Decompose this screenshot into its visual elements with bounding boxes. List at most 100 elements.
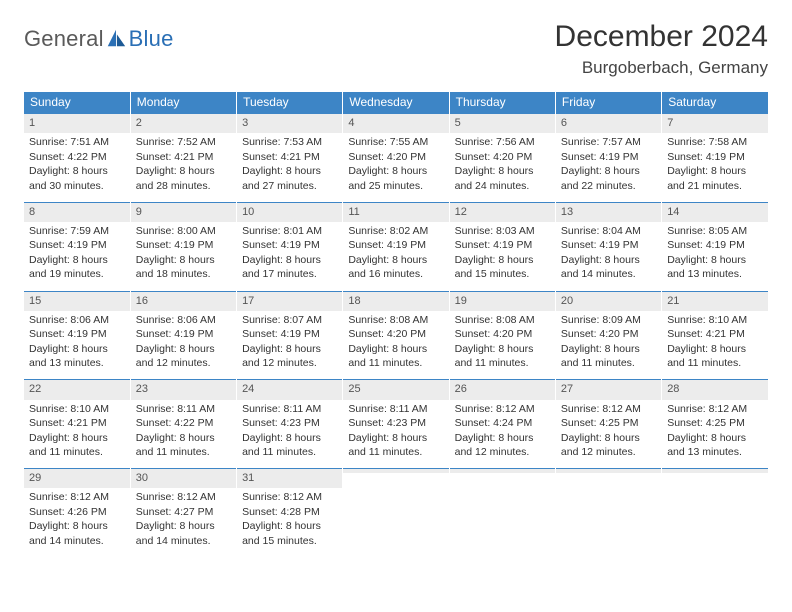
day-cell: 29Sunrise: 8:12 AMSunset: 4:26 PMDayligh…: [24, 468, 130, 557]
day-body: Sunrise: 7:58 AMSunset: 4:19 PMDaylight:…: [662, 133, 768, 201]
day1-text: Daylight: 8 hours: [348, 164, 443, 178]
day-body: Sunrise: 8:05 AMSunset: 4:19 PMDaylight:…: [662, 222, 768, 290]
sunrise-text: Sunrise: 8:09 AM: [561, 313, 656, 327]
day-cell: 18Sunrise: 8:08 AMSunset: 4:20 PMDayligh…: [343, 291, 449, 380]
day-cell: 27Sunrise: 8:12 AMSunset: 4:25 PMDayligh…: [555, 379, 661, 468]
day-body: Sunrise: 8:00 AMSunset: 4:19 PMDaylight:…: [131, 222, 236, 290]
day-number: 13: [556, 202, 661, 222]
day-number: 9: [131, 202, 236, 222]
day-number: 17: [237, 291, 342, 311]
day2-text: and 14 minutes.: [136, 534, 231, 548]
sunrise-text: Sunrise: 8:03 AM: [455, 224, 550, 238]
sunset-text: Sunset: 4:20 PM: [348, 327, 443, 341]
day-body: [450, 473, 555, 513]
day-body: Sunrise: 8:06 AMSunset: 4:19 PMDaylight:…: [24, 311, 130, 379]
day-number: 16: [131, 291, 236, 311]
sunset-text: Sunset: 4:25 PM: [561, 416, 656, 430]
day1-text: Daylight: 8 hours: [29, 431, 125, 445]
day1-text: Daylight: 8 hours: [667, 431, 763, 445]
day-cell: 3Sunrise: 7:53 AMSunset: 4:21 PMDaylight…: [237, 113, 343, 202]
day-body: Sunrise: 8:10 AMSunset: 4:21 PMDaylight:…: [662, 311, 768, 379]
week-row: 29Sunrise: 8:12 AMSunset: 4:26 PMDayligh…: [24, 468, 768, 557]
day1-text: Daylight: 8 hours: [667, 253, 763, 267]
day1-text: Daylight: 8 hours: [136, 253, 231, 267]
day-body: Sunrise: 8:02 AMSunset: 4:19 PMDaylight:…: [343, 222, 448, 290]
day-number: 29: [24, 468, 130, 488]
day-cell: 13Sunrise: 8:04 AMSunset: 4:19 PMDayligh…: [555, 202, 661, 291]
sunrise-text: Sunrise: 8:12 AM: [242, 490, 337, 504]
day1-text: Daylight: 8 hours: [667, 342, 763, 356]
day-cell: 11Sunrise: 8:02 AMSunset: 4:19 PMDayligh…: [343, 202, 449, 291]
day-cell: 8Sunrise: 7:59 AMSunset: 4:19 PMDaylight…: [24, 202, 130, 291]
day-number: 7: [662, 113, 768, 133]
sunrise-text: Sunrise: 7:58 AM: [667, 135, 763, 149]
day1-text: Daylight: 8 hours: [29, 164, 125, 178]
week-row: 8Sunrise: 7:59 AMSunset: 4:19 PMDaylight…: [24, 202, 768, 291]
day-cell: [662, 468, 768, 557]
day1-text: Daylight: 8 hours: [348, 253, 443, 267]
day-cell: 15Sunrise: 8:06 AMSunset: 4:19 PMDayligh…: [24, 291, 130, 380]
day-body: Sunrise: 7:53 AMSunset: 4:21 PMDaylight:…: [237, 133, 342, 201]
day2-text: and 28 minutes.: [136, 179, 231, 193]
day1-text: Daylight: 8 hours: [29, 342, 125, 356]
day-cell: 30Sunrise: 8:12 AMSunset: 4:27 PMDayligh…: [130, 468, 236, 557]
day-body: Sunrise: 7:51 AMSunset: 4:22 PMDaylight:…: [24, 133, 130, 201]
header: GeneralBlue December 2024 Burgoberbach, …: [24, 20, 768, 78]
sunset-text: Sunset: 4:20 PM: [561, 327, 656, 341]
sunrise-text: Sunrise: 8:00 AM: [136, 224, 231, 238]
day1-text: Daylight: 8 hours: [561, 164, 656, 178]
sunset-text: Sunset: 4:19 PM: [242, 238, 337, 252]
day-number: 10: [237, 202, 342, 222]
day1-text: Daylight: 8 hours: [348, 431, 443, 445]
day-number: 8: [24, 202, 130, 222]
page-title: December 2024: [555, 20, 768, 54]
day2-text: and 19 minutes.: [29, 267, 125, 281]
day-body: [662, 473, 768, 513]
day-number: 11: [343, 202, 448, 222]
sunset-text: Sunset: 4:19 PM: [561, 150, 656, 164]
calendar-table: Sunday Monday Tuesday Wednesday Thursday…: [24, 92, 768, 557]
day1-text: Daylight: 8 hours: [348, 342, 443, 356]
sunrise-text: Sunrise: 8:11 AM: [242, 402, 337, 416]
sunrise-text: Sunrise: 7:56 AM: [455, 135, 550, 149]
day-cell: 6Sunrise: 7:57 AMSunset: 4:19 PMDaylight…: [555, 113, 661, 202]
sunrise-text: Sunrise: 8:08 AM: [455, 313, 550, 327]
day-cell: 28Sunrise: 8:12 AMSunset: 4:25 PMDayligh…: [662, 379, 768, 468]
weekday-header: Thursday: [449, 92, 555, 113]
day-cell: 20Sunrise: 8:09 AMSunset: 4:20 PMDayligh…: [555, 291, 661, 380]
day1-text: Daylight: 8 hours: [136, 431, 231, 445]
day-body: Sunrise: 7:56 AMSunset: 4:20 PMDaylight:…: [450, 133, 555, 201]
day2-text: and 15 minutes.: [455, 267, 550, 281]
weekday-header: Sunday: [24, 92, 130, 113]
day2-text: and 18 minutes.: [136, 267, 231, 281]
day-body: Sunrise: 8:08 AMSunset: 4:20 PMDaylight:…: [343, 311, 448, 379]
day-body: Sunrise: 8:12 AMSunset: 4:25 PMDaylight:…: [662, 400, 768, 468]
sunset-text: Sunset: 4:27 PM: [136, 505, 231, 519]
day-body: Sunrise: 8:12 AMSunset: 4:27 PMDaylight:…: [131, 488, 236, 556]
day-cell: 22Sunrise: 8:10 AMSunset: 4:21 PMDayligh…: [24, 379, 130, 468]
sunset-text: Sunset: 4:21 PM: [29, 416, 125, 430]
title-block: December 2024 Burgoberbach, Germany: [555, 20, 768, 78]
day2-text: and 12 minutes.: [455, 445, 550, 459]
day-number: 5: [450, 113, 555, 133]
day1-text: Daylight: 8 hours: [455, 342, 550, 356]
sunrise-text: Sunrise: 8:06 AM: [29, 313, 125, 327]
sunset-text: Sunset: 4:19 PM: [667, 150, 763, 164]
day-body: Sunrise: 8:11 AMSunset: 4:23 PMDaylight:…: [237, 400, 342, 468]
day-body: Sunrise: 8:03 AMSunset: 4:19 PMDaylight:…: [450, 222, 555, 290]
day2-text: and 12 minutes.: [561, 445, 656, 459]
day-cell: 5Sunrise: 7:56 AMSunset: 4:20 PMDaylight…: [449, 113, 555, 202]
day-body: Sunrise: 8:11 AMSunset: 4:23 PMDaylight:…: [343, 400, 448, 468]
sunset-text: Sunset: 4:21 PM: [136, 150, 231, 164]
sunset-text: Sunset: 4:19 PM: [242, 327, 337, 341]
day-cell: 14Sunrise: 8:05 AMSunset: 4:19 PMDayligh…: [662, 202, 768, 291]
day-body: Sunrise: 8:12 AMSunset: 4:24 PMDaylight:…: [450, 400, 555, 468]
sunrise-text: Sunrise: 7:57 AM: [561, 135, 656, 149]
sunset-text: Sunset: 4:19 PM: [667, 238, 763, 252]
day2-text: and 11 minutes.: [561, 356, 656, 370]
day-cell: 26Sunrise: 8:12 AMSunset: 4:24 PMDayligh…: [449, 379, 555, 468]
day1-text: Daylight: 8 hours: [561, 342, 656, 356]
day-number: 18: [343, 291, 448, 311]
day2-text: and 27 minutes.: [242, 179, 337, 193]
day2-text: and 16 minutes.: [348, 267, 443, 281]
